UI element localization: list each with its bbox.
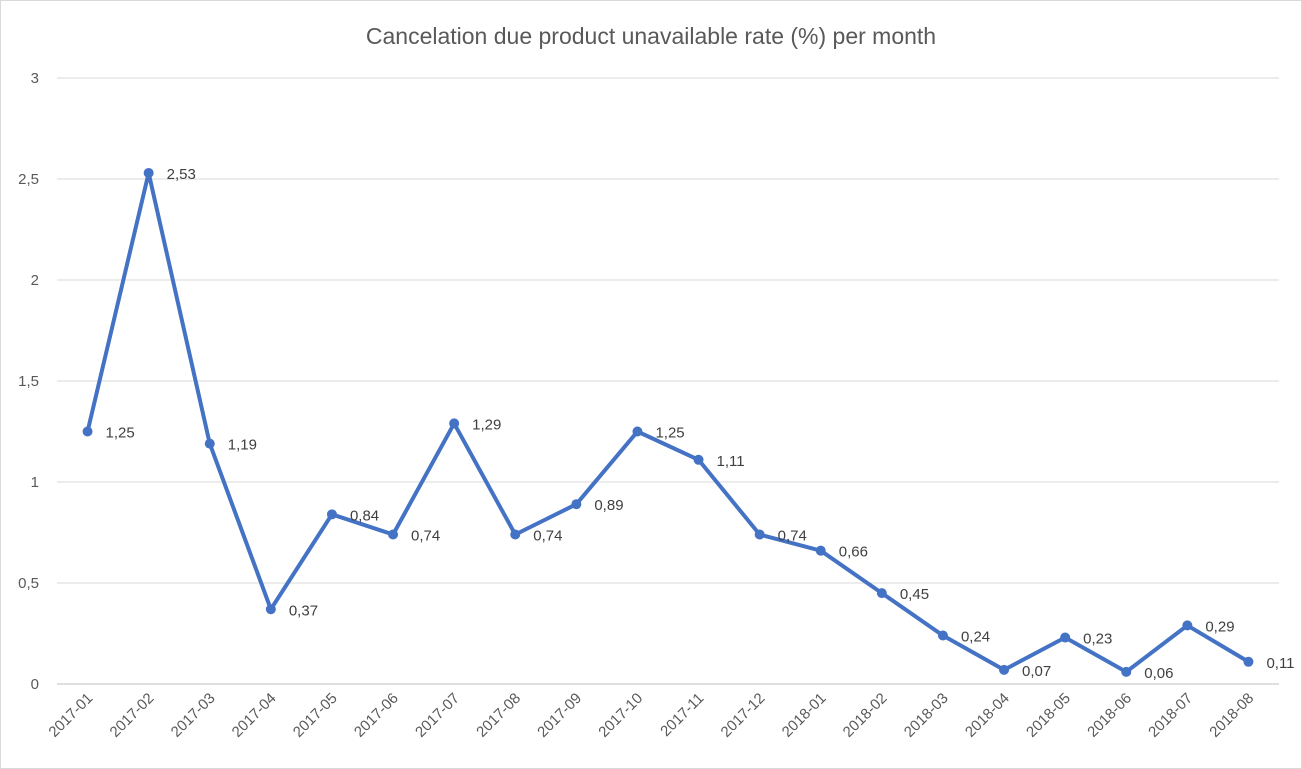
- data-point: [143, 167, 154, 178]
- y-tick-label: 3: [31, 70, 39, 87]
- data-point: [876, 588, 887, 599]
- x-tick-label: 2018-01: [779, 690, 830, 741]
- y-tick-label: 1: [31, 474, 39, 491]
- x-tick-label: 2017-11: [657, 690, 707, 740]
- data-label: 0,74: [778, 528, 807, 545]
- data-label: 0,23: [1083, 631, 1112, 648]
- data-point: [1243, 656, 1254, 667]
- data-point: [1182, 620, 1193, 631]
- data-point: [82, 426, 93, 437]
- data-point: [265, 604, 276, 615]
- y-tick-label: 2,5: [18, 171, 39, 188]
- data-point: [449, 418, 460, 429]
- data-point: [388, 529, 399, 540]
- data-label: 0,74: [533, 528, 562, 545]
- data-point: [326, 509, 337, 520]
- x-tick-label: 2018-04: [962, 690, 1013, 741]
- x-tick-label: 2017-01: [45, 690, 96, 741]
- x-tick-label: 2017-12: [718, 690, 769, 741]
- gridlines: [57, 77, 1279, 685]
- x-axis-ticks: 2017-01 2017-02 2017-03 2017-04 2017-05 2017-…: [45, 690, 1257, 741]
- data-point: [999, 664, 1010, 675]
- x-tick-label: 2017-04: [229, 690, 280, 741]
- chart-title: Cancelation due product unavailable rate…: [366, 23, 936, 49]
- y-tick-label: 1,5: [18, 373, 39, 390]
- data-label: 1,25: [106, 425, 135, 442]
- x-tick-label: 2017-06: [351, 690, 402, 741]
- data-point: [632, 426, 643, 437]
- y-axis-ticks: 0 0,5 1 1,5 2 2,5 3: [18, 70, 39, 693]
- x-tick-label: 2017-05: [290, 690, 341, 741]
- data-point: [937, 630, 948, 641]
- y-tick-label: 0: [31, 676, 39, 693]
- data-point: [204, 438, 215, 449]
- data-label: 1,29: [472, 416, 501, 433]
- x-tick-label: 2017-03: [168, 690, 219, 741]
- data-point: [510, 529, 521, 540]
- data-label: 0,45: [900, 586, 929, 603]
- series-line: [85, 170, 1251, 674]
- x-tick-label: 2017-08: [473, 690, 524, 741]
- data-label: 0,11: [1266, 655, 1294, 672]
- data-label: 1,25: [655, 425, 684, 442]
- x-tick-label: 2018-03: [901, 690, 952, 741]
- x-tick-label: 2017-07: [412, 690, 463, 741]
- x-tick-label: 2018-07: [1145, 690, 1196, 741]
- data-label: 0,66: [839, 544, 868, 561]
- data-label: 0,74: [411, 528, 440, 545]
- data-point: [1121, 666, 1132, 677]
- data-label: 2,53: [167, 166, 196, 183]
- data-label: 0,37: [289, 602, 318, 619]
- y-tick-label: 0,5: [18, 575, 39, 592]
- data-label: 0,06: [1144, 665, 1173, 682]
- x-tick-label: 2017-09: [534, 690, 585, 741]
- x-tick-label: 2018-06: [1084, 690, 1135, 741]
- data-label: 0,29: [1205, 618, 1234, 635]
- data-label: 1,19: [228, 437, 257, 454]
- data-point: [571, 499, 582, 510]
- x-tick-label: 2017-10: [595, 690, 646, 741]
- x-tick-label: 2017-02: [107, 690, 158, 741]
- data-label: 0,84: [350, 507, 379, 524]
- data-point: [693, 454, 704, 465]
- x-tick-label: 2018-02: [840, 690, 891, 741]
- data-point: [1060, 632, 1071, 643]
- data-label: 0,89: [594, 497, 623, 514]
- x-tick-label: 2018-08: [1206, 690, 1257, 741]
- y-tick-label: 2: [31, 272, 39, 289]
- data-label: 1,11: [717, 453, 745, 470]
- series-rate: [82, 167, 1254, 677]
- data-point: [754, 529, 765, 540]
- x-tick-label: 2018-05: [1023, 690, 1074, 741]
- data-label: 0,07: [1022, 663, 1051, 680]
- data-labels: 1,25 2,53 1,19 0,37 0,84 0,74 1,29 0,74 0,89 1,25…: [106, 166, 1295, 682]
- data-point: [815, 545, 826, 556]
- data-label: 0,24: [961, 629, 990, 646]
